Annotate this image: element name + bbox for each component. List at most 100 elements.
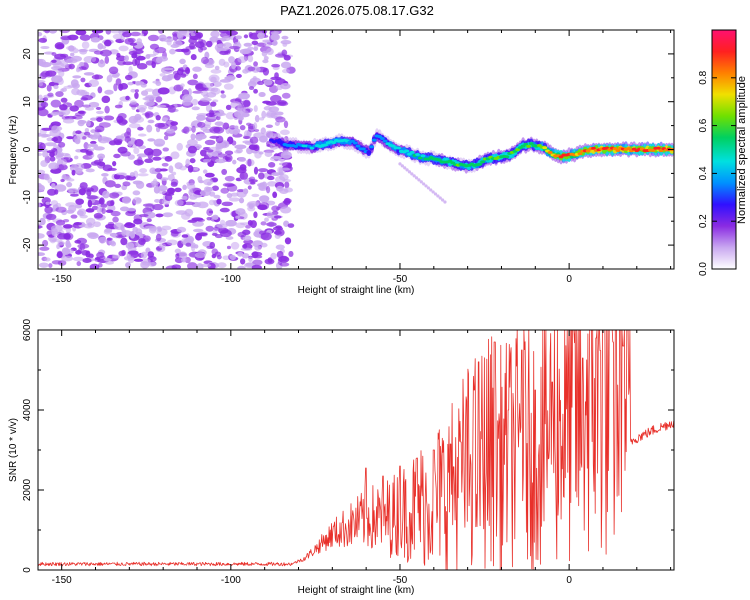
noise-blob: [165, 265, 178, 269]
noise-blob: [223, 83, 234, 90]
track-blob: [577, 152, 583, 156]
noise-blob: [82, 257, 92, 263]
spectrogram-y-tick-label: -10: [22, 190, 33, 205]
noise-blob: [288, 250, 294, 258]
noise-blob: [132, 190, 141, 196]
noise-blob: [196, 114, 206, 121]
noise-blob: [216, 254, 222, 260]
noise-blob: [176, 142, 183, 151]
noise-blob: [47, 188, 57, 196]
noise-blob: [113, 83, 118, 92]
track-blob: [415, 152, 420, 156]
noise-blob: [128, 115, 139, 124]
noise-blob: [109, 232, 118, 237]
track-blob: [409, 150, 415, 154]
noise-blob: [268, 85, 279, 94]
noise-blob: [58, 141, 66, 148]
noise-blob: [124, 55, 129, 62]
spectrogram-y-ticks: -20 -10 0 10 20: [22, 29, 674, 270]
noise-blob: [246, 122, 252, 126]
noise-blob: [161, 117, 169, 122]
noise-blob: [167, 187, 176, 194]
noise-blob: [253, 105, 258, 112]
noise-blob: [85, 208, 95, 213]
noise-blob: [100, 203, 108, 208]
noise-blob: [142, 203, 154, 207]
track-blob: [615, 148, 621, 152]
noise-blob: [181, 234, 189, 238]
noise-blob: [217, 43, 226, 48]
noise-blob: [51, 148, 58, 152]
noise-blob: [266, 110, 277, 118]
noise-blob: [116, 52, 121, 58]
track-blob: [309, 146, 315, 150]
noise-blob: [139, 33, 145, 37]
noise-blob: [202, 82, 214, 89]
noise-blob: [166, 39, 172, 46]
track-blob: [323, 143, 328, 147]
noise-blob: [170, 151, 180, 160]
noise-blob: [59, 53, 69, 58]
noise-blob: [222, 122, 230, 130]
noise-blob: [214, 65, 220, 71]
noise-blob: [77, 243, 90, 249]
noise-blob: [146, 218, 152, 223]
noise-blob: [115, 78, 122, 86]
noise-blob: [122, 61, 134, 66]
spectrogram-signal-track: [269, 128, 674, 204]
noise-blob: [40, 45, 50, 50]
colorbar-tick-label: 0.4: [698, 166, 709, 180]
noise-blob: [284, 198, 292, 204]
noise-blob: [77, 119, 87, 124]
noise-blob: [143, 100, 155, 107]
noise-blob: [211, 232, 218, 236]
noise-blob: [251, 40, 259, 46]
noise-blob: [234, 110, 245, 119]
noise-blob: [224, 150, 234, 156]
noise-blob: [190, 32, 196, 37]
noise-blob: [38, 108, 49, 117]
noise-blob: [69, 193, 79, 197]
noise-blob: [228, 56, 235, 64]
noise-blob: [91, 205, 99, 211]
noise-blob: [111, 74, 120, 79]
noise-blob: [225, 236, 234, 240]
noise-blob: [126, 207, 136, 212]
noise-blob: [180, 48, 190, 53]
noise-blob: [38, 152, 43, 157]
noise-blob: [60, 35, 72, 41]
noise-blob: [190, 53, 197, 61]
noise-blob: [248, 86, 255, 91]
noise-blob: [97, 60, 106, 68]
noise-blob: [242, 136, 251, 140]
noise-blob: [39, 217, 46, 226]
noise-blob: [144, 225, 157, 229]
noise-blob: [90, 144, 99, 148]
noise-blob: [213, 194, 221, 199]
noise-blob: [101, 137, 112, 142]
noise-blob: [85, 250, 91, 258]
noise-blob: [56, 164, 68, 171]
noise-blob: [247, 200, 260, 207]
noise-blob: [45, 70, 57, 77]
noise-blob: [64, 176, 72, 181]
noise-blob: [174, 187, 182, 193]
noise-blob: [72, 75, 82, 79]
noise-blob: [257, 32, 265, 39]
noise-blob: [157, 30, 164, 34]
noise-blob: [211, 185, 219, 191]
noise-blob: [140, 83, 147, 88]
noise-blob: [79, 182, 88, 190]
noise-blob: [258, 151, 264, 155]
noise-blob: [281, 49, 288, 57]
track-blob: [436, 158, 442, 162]
noise-blob: [220, 90, 225, 94]
noise-blob: [261, 50, 268, 57]
noise-blob: [118, 45, 129, 52]
noise-blob: [158, 243, 166, 249]
snr-y-axis-label: SNR (10 * v/v): [8, 418, 19, 482]
spectrogram-x-tick-label: -50: [393, 274, 408, 285]
noise-blob: [68, 204, 77, 213]
noise-blob: [257, 168, 269, 173]
noise-blob: [124, 74, 133, 81]
